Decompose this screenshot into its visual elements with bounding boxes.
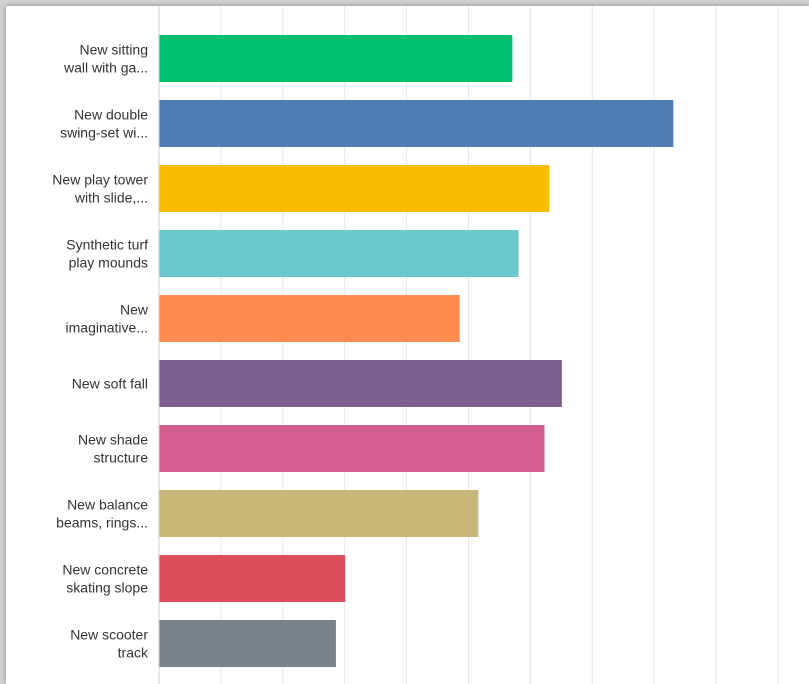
category-label: New play tower xyxy=(52,172,148,188)
bars xyxy=(159,35,674,667)
category-label: wall with ga... xyxy=(63,60,148,76)
bar-chart: New sitting wall with ga... New double swin… xyxy=(52,6,779,684)
bar[interactable] xyxy=(159,620,336,667)
category-label: imaginative... xyxy=(66,320,148,336)
category-label: track xyxy=(118,645,149,661)
category-label: New xyxy=(120,302,149,318)
category-label: Synthetic turf xyxy=(66,237,148,253)
category-label: New double xyxy=(74,107,148,123)
category-label: New soft fall xyxy=(72,376,148,392)
chart-frame: New sitting wall with ga... New double swin… xyxy=(6,6,809,684)
bar[interactable] xyxy=(159,425,545,472)
category-label: play mounds xyxy=(69,255,148,271)
category-label: with slide,... xyxy=(74,190,148,206)
bar[interactable] xyxy=(159,35,513,82)
category-label: structure xyxy=(94,450,149,466)
category-label: swing-set wi... xyxy=(60,125,148,141)
category-label: skating slope xyxy=(66,580,148,596)
category-labels: New sitting wall with ga... New double swin… xyxy=(52,42,149,661)
category-label: New scooter xyxy=(70,627,148,643)
bar[interactable] xyxy=(159,165,550,212)
bar[interactable] xyxy=(159,295,460,342)
bar[interactable] xyxy=(159,555,346,602)
category-label: New balance xyxy=(67,497,148,513)
category-label: beams, rings... xyxy=(56,515,148,531)
bar[interactable] xyxy=(159,100,674,147)
category-label: New sitting xyxy=(80,42,148,58)
bar[interactable] xyxy=(159,230,519,277)
category-label: New concrete xyxy=(62,562,148,578)
bar[interactable] xyxy=(159,490,479,537)
category-label: New shade xyxy=(78,432,148,448)
bar[interactable] xyxy=(159,360,562,407)
